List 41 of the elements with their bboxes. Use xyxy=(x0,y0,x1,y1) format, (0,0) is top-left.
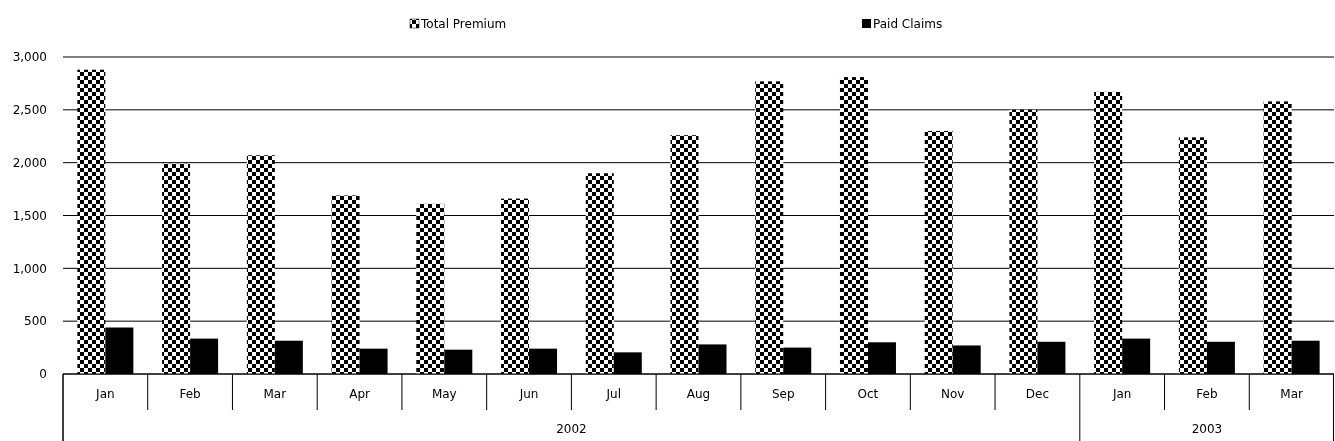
legend-label: Paid Claims xyxy=(873,17,943,32)
legend-label: Total Premium xyxy=(420,17,507,32)
bar xyxy=(501,198,530,374)
bar xyxy=(1094,91,1123,374)
bar xyxy=(77,69,106,374)
y-tick-label: 2,500 xyxy=(12,103,47,118)
y-tick-label: 1,500 xyxy=(12,208,47,223)
bar xyxy=(246,155,275,374)
x-tick-label: Jan xyxy=(1111,387,1132,401)
x-tick-label: Feb xyxy=(179,387,201,401)
bar xyxy=(1178,137,1207,374)
x-tick-label: Jan xyxy=(95,387,115,401)
bar xyxy=(416,203,445,374)
bar xyxy=(670,135,699,374)
x-tick-label: Jun xyxy=(518,387,539,401)
text: 2003 xyxy=(1191,422,1223,436)
bar xyxy=(1263,101,1292,374)
x-tick-label: May xyxy=(431,387,457,401)
bar xyxy=(924,130,953,374)
y-tick-label: 1,000 xyxy=(12,261,47,276)
y-tick-label: 3,000 xyxy=(12,50,47,65)
x-tick-label: Mar xyxy=(263,387,287,401)
x-tick-label: Nov xyxy=(940,387,965,401)
bar xyxy=(755,81,784,374)
bar xyxy=(162,163,191,374)
x-tick-label: Mar xyxy=(1280,387,1304,401)
x-tick-label: Apr xyxy=(349,387,371,401)
x-tick-label: Dec xyxy=(1025,387,1050,401)
y-tick-label: 0 xyxy=(39,367,47,382)
text: 2002 xyxy=(556,422,587,436)
x-tick-label: Feb xyxy=(1196,387,1218,401)
x-tick-label: Jul xyxy=(605,387,622,401)
bar xyxy=(839,77,868,374)
x-tick-label: Sep xyxy=(771,387,795,401)
y-tick-label: 2,000 xyxy=(12,155,47,170)
bar xyxy=(331,195,360,374)
bar xyxy=(585,173,614,374)
x-tick-label: Oct xyxy=(857,387,879,401)
y-tick-label: 500 xyxy=(24,314,47,329)
x-tick-label: Aug xyxy=(686,387,711,401)
bar xyxy=(1009,109,1038,374)
